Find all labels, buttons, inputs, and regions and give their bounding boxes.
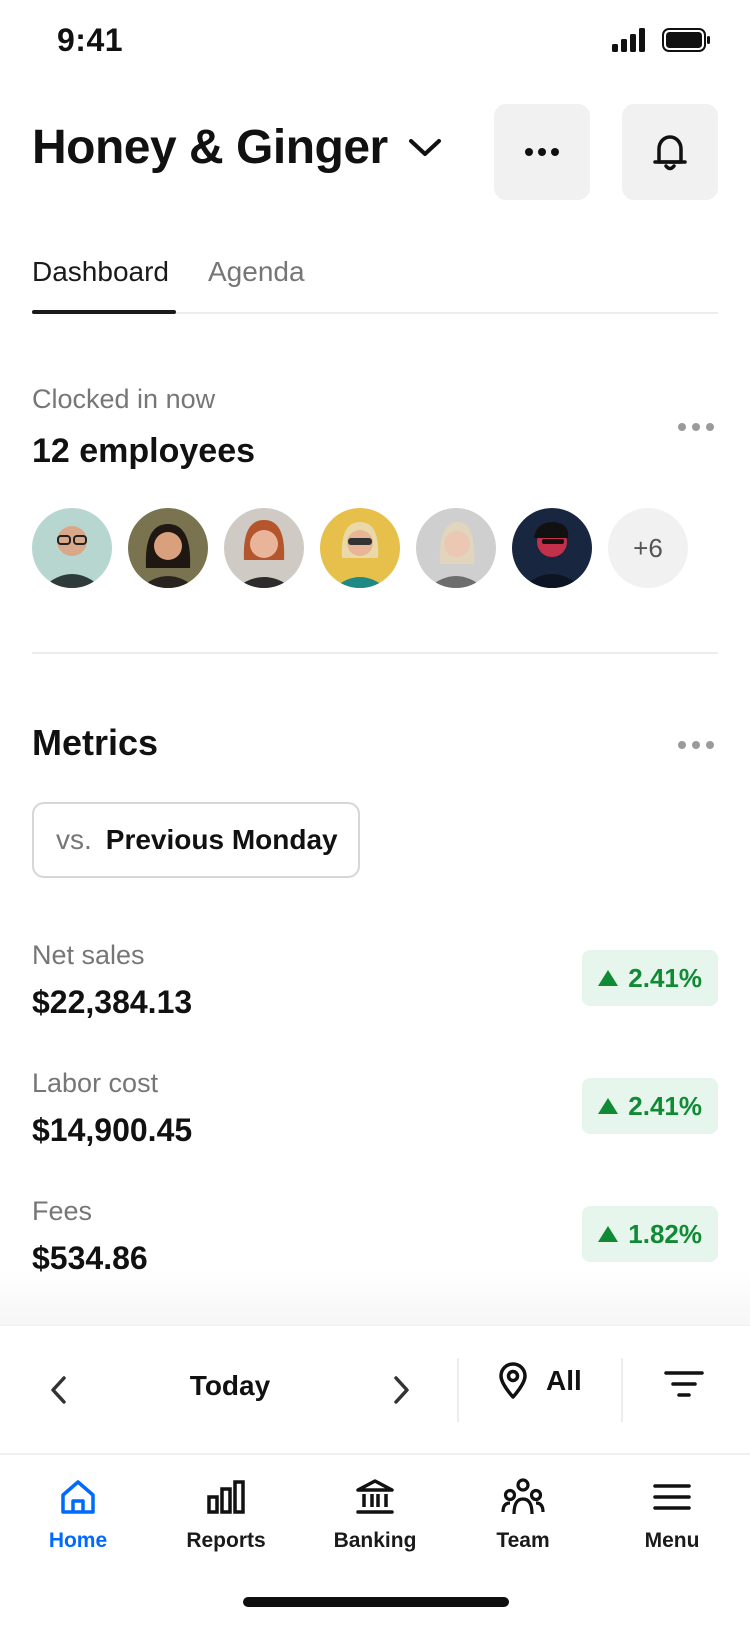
avatar[interactable] <box>224 508 304 588</box>
previous-date-button[interactable] <box>38 1366 78 1414</box>
chevron-down-icon <box>408 138 441 156</box>
more-dot <box>706 741 714 749</box>
metrics-title: Metrics <box>32 722 159 763</box>
metric-delta-labor-cost: 2.41% <box>582 1078 718 1134</box>
more-dot <box>678 423 686 431</box>
clocked-in-more-button[interactable] <box>678 423 714 431</box>
home-indicator <box>243 1597 509 1607</box>
metric-label-net-sales: Net sales <box>32 940 145 970</box>
scroll-fade <box>0 1270 750 1326</box>
hamburger-icon <box>653 1484 691 1510</box>
more-dot <box>692 423 700 431</box>
chevron-right-icon <box>394 1376 409 1404</box>
more-dot <box>706 423 714 431</box>
tab-agenda[interactable]: Agenda <box>208 256 305 287</box>
trend-up-icon <box>598 1226 619 1242</box>
date-filter-bar: Today All <box>0 1325 750 1454</box>
nav-home[interactable]: Home <box>3 1477 153 1553</box>
avatar[interactable] <box>320 508 400 588</box>
divider <box>621 1358 623 1422</box>
more-options-button[interactable] <box>494 104 590 200</box>
avatar[interactable] <box>416 508 496 588</box>
nav-label: Menu <box>644 1529 700 1552</box>
nav-label: Reports <box>186 1529 266 1552</box>
metrics-more-button[interactable] <box>678 741 714 749</box>
trend-up-icon <box>598 970 619 986</box>
nav-team[interactable]: Team <box>448 1477 598 1553</box>
comparison-selector[interactable]: vs. Previous Monday <box>32 802 360 878</box>
delta-value: 2.41% <box>628 962 702 993</box>
nav-label: Team <box>496 1529 550 1552</box>
avatar[interactable] <box>128 508 208 588</box>
delta-value: 2.41% <box>628 1090 702 1121</box>
battery-icon <box>662 28 710 52</box>
metric-delta-fees: 1.82% <box>582 1206 718 1262</box>
divider <box>457 1358 459 1422</box>
bell-icon <box>653 135 687 171</box>
active-tab-indicator <box>32 310 176 314</box>
team-icon <box>501 1478 545 1515</box>
notifications-button[interactable] <box>622 104 718 200</box>
next-date-button[interactable] <box>382 1366 422 1414</box>
nav-label: Banking <box>333 1529 417 1552</box>
avatar[interactable] <box>512 508 592 588</box>
comparison-value: Previous Monday <box>105 824 338 855</box>
filter-button[interactable] <box>664 1370 704 1403</box>
more-dot <box>692 741 700 749</box>
nav-label: Home <box>48 1529 108 1552</box>
bank-icon <box>356 1479 394 1514</box>
nav-banking[interactable]: Banking <box>300 1477 450 1553</box>
metric-value-net-sales: $22,384.13 <box>32 984 193 1020</box>
location-label: All <box>546 1365 582 1396</box>
comparison-prefix: vs. <box>56 824 92 855</box>
employee-avatars: +6 <box>32 508 688 588</box>
more-dot <box>678 741 686 749</box>
bottom-navigation: Home Reports Banking Team <box>0 1453 750 1627</box>
store-switcher[interactable]: Honey & Ginger <box>32 120 442 175</box>
location-filter[interactable]: All <box>498 1362 582 1400</box>
more-horizontal-icon <box>525 148 559 156</box>
filter-icon <box>664 1371 704 1397</box>
metric-label-fees: Fees <box>32 1196 93 1226</box>
chevron-left-icon <box>51 1376 66 1404</box>
tab-bar: Dashboard Agenda <box>32 250 718 314</box>
tab-dashboard[interactable]: Dashboard <box>32 256 169 287</box>
home-icon <box>61 1480 95 1514</box>
date-label[interactable]: Today <box>189 1370 271 1401</box>
metric-value-labor-cost: $14,900.45 <box>32 1112 193 1148</box>
bar-chart-icon <box>207 1480 245 1514</box>
delta-value: 1.82% <box>628 1218 702 1249</box>
more-employees-badge[interactable]: +6 <box>608 508 688 588</box>
section-divider <box>32 652 718 654</box>
store-name: Honey & Ginger <box>32 121 388 174</box>
status-icons <box>612 28 710 52</box>
nav-reports[interactable]: Reports <box>151 1477 301 1553</box>
trend-up-icon <box>598 1098 619 1114</box>
status-time: 9:41 <box>57 22 124 58</box>
avatar[interactable] <box>32 508 112 588</box>
clocked-in-label: Clocked in now <box>32 384 216 414</box>
location-pin-icon <box>499 1362 527 1399</box>
clocked-in-count: 12 employees <box>32 432 256 470</box>
cellular-signal-icon <box>612 28 645 52</box>
nav-menu[interactable]: Menu <box>597 1477 747 1553</box>
metric-label-labor-cost: Labor cost <box>32 1068 159 1098</box>
metric-delta-net-sales: 2.41% <box>582 950 718 1006</box>
